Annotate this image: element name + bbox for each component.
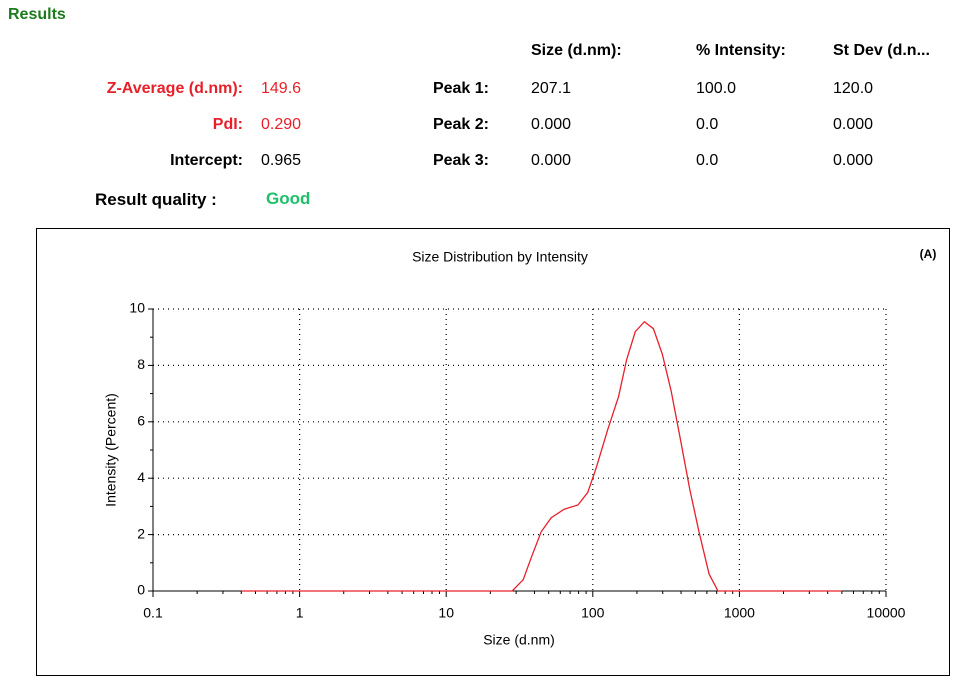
x-tick-label: 1000 — [724, 605, 755, 621]
peak-header: % Intensity: — [696, 42, 786, 59]
y-axis-label: Intensity (Percent) — [103, 393, 119, 507]
quality-value: Good — [266, 189, 311, 208]
x-tick-label: 1 — [296, 605, 304, 621]
y-tick-label: 2 — [137, 525, 145, 541]
summary-value: 0.965 — [261, 152, 302, 169]
results-title: Results — [8, 6, 66, 23]
peak-cell: 207.1 — [531, 80, 572, 97]
summary-label: Intercept: — [170, 152, 243, 169]
summary-value: 149.6 — [261, 80, 302, 97]
x-tick-label: 100 — [581, 605, 605, 621]
x-tick-label: 10 — [438, 605, 454, 621]
x-axis-label: Size (d.nm) — [483, 632, 555, 648]
y-tick-label: 6 — [137, 413, 145, 429]
x-tick-label: 10000 — [867, 605, 906, 621]
summary-label: PdI: — [212, 116, 243, 133]
y-tick-label: 8 — [137, 356, 145, 372]
peak-cell: 0.000 — [833, 116, 874, 133]
peak-header: St Dev (d.n... — [833, 42, 930, 59]
y-tick-label: 4 — [137, 469, 145, 485]
peak-header: Size (d.nm): — [531, 42, 622, 59]
peak-label: Peak 3: — [432, 152, 489, 169]
summary-value: 0.290 — [261, 116, 302, 133]
peak-label: Peak 2: — [432, 116, 489, 133]
chart-title: Size Distribution by Intensity — [412, 249, 588, 265]
x-tick-label: 0.1 — [143, 605, 163, 621]
y-tick-label: 0 — [137, 582, 145, 598]
peak-cell: 0.0 — [696, 152, 719, 169]
peak-cell: 0.000 — [531, 116, 572, 133]
peak-cell: 0.000 — [833, 152, 874, 169]
peak-cell: 100.0 — [696, 80, 737, 97]
data-line — [241, 320, 842, 592]
quality-label: Result quality : — [95, 190, 217, 209]
summary-label: Z-Average (d.nm): — [106, 80, 243, 97]
peak-cell: 120.0 — [833, 80, 874, 97]
peak-cell: 0.000 — [531, 152, 572, 169]
annotation: (A) — [920, 247, 937, 261]
chart-frame — [36, 228, 950, 676]
y-tick-label: 10 — [129, 300, 145, 316]
peak-label: Peak 1: — [432, 80, 489, 97]
peak-cell: 0.0 — [696, 116, 719, 133]
